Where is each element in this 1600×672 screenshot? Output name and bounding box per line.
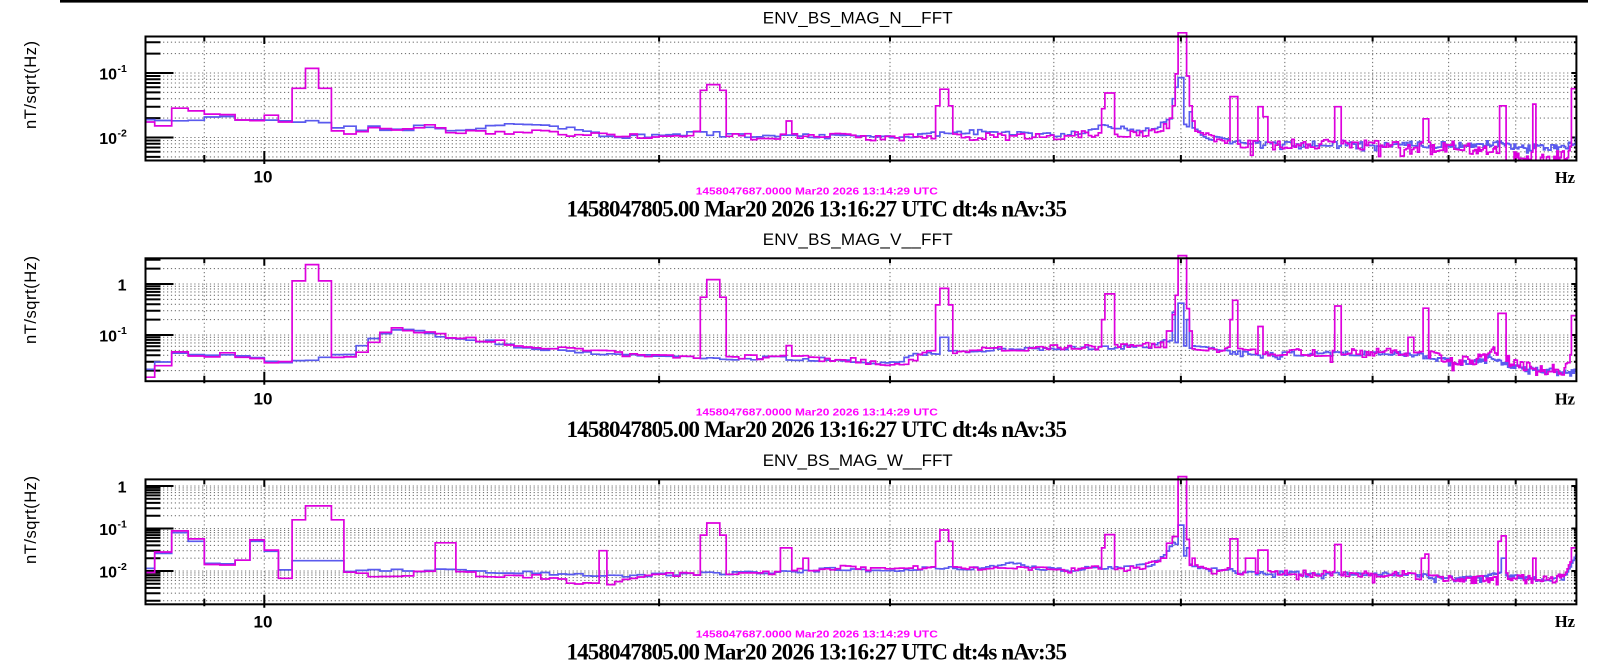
svg-text:nT/sqrt(Hz): nT/sqrt(Hz) [22,41,40,129]
svg-text:1458047805.00 Mar20 2026 13:16: 1458047805.00 Mar20 2026 13:16:27 UTC dt… [566,197,1067,222]
svg-text:1: 1 [118,479,127,496]
svg-text:10: 10 [254,390,273,409]
svg-text:nT/sqrt(Hz): nT/sqrt(Hz) [22,476,40,564]
svg-text:10: 10 [99,131,117,148]
svg-text:10: 10 [99,522,117,539]
svg-text:-1: -1 [118,518,127,530]
svg-text:Hz: Hz [1555,390,1575,409]
svg-text:1458047805.00 Mar20 2026 13:16: 1458047805.00 Mar20 2026 13:16:27 UTC dt… [566,640,1067,665]
svg-text:Hz: Hz [1555,612,1575,631]
svg-text:10: 10 [99,564,117,581]
svg-text:ENV_BS_MAG_N__FFT: ENV_BS_MAG_N__FFT [763,9,953,28]
svg-text:1458047687.0000 Mar20 2026 13:: 1458047687.0000 Mar20 2026 13:14:29 UTC [696,407,939,418]
svg-text:1458047687.0000 Mar20 2026 13:: 1458047687.0000 Mar20 2026 13:14:29 UTC [696,630,939,641]
svg-text:10: 10 [99,328,117,345]
svg-text:-1: -1 [118,325,127,337]
svg-text:-1: -1 [118,63,127,75]
svg-text:-2: -2 [118,127,127,139]
svg-text:Hz: Hz [1555,168,1575,187]
svg-text:nT/sqrt(Hz): nT/sqrt(Hz) [22,256,40,344]
svg-text:1: 1 [118,277,127,294]
svg-text:-2: -2 [118,561,127,573]
svg-text:1458047687.0000 Mar20 2026 13:: 1458047687.0000 Mar20 2026 13:14:29 UTC [696,187,939,198]
svg-text:ENV_BS_MAG_V__FFT: ENV_BS_MAG_V__FFT [763,230,953,249]
svg-text:10: 10 [254,613,273,632]
svg-text:10: 10 [99,66,117,83]
svg-text:ENV_BS_MAG_W__FFT: ENV_BS_MAG_W__FFT [763,451,953,470]
svg-text:10: 10 [254,168,273,187]
svg-text:1458047805.00 Mar20 2026 13:16: 1458047805.00 Mar20 2026 13:16:27 UTC dt… [566,417,1067,442]
